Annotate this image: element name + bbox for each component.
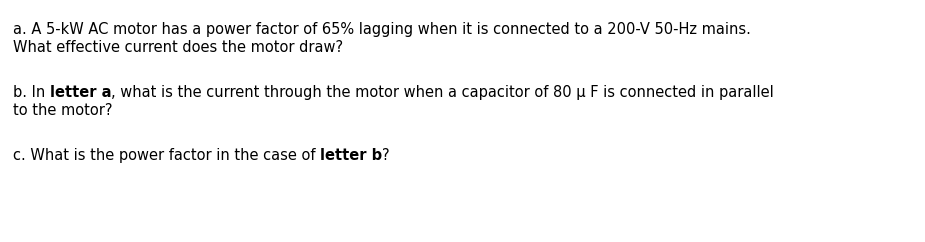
Text: b. In: b. In xyxy=(13,85,50,100)
Text: letter a: letter a xyxy=(50,85,111,100)
Text: letter b: letter b xyxy=(320,148,382,163)
Text: ?: ? xyxy=(382,148,389,163)
Text: c. What is the power factor in the case of: c. What is the power factor in the case … xyxy=(13,148,320,163)
Text: a. A 5-kW AC motor has a power factor of 65% lagging when it is connected to a 2: a. A 5-kW AC motor has a power factor of… xyxy=(13,22,751,37)
Text: to the motor?: to the motor? xyxy=(13,103,113,118)
Text: , what is the current through the motor when a capacitor of 80 μ F is connected : , what is the current through the motor … xyxy=(111,85,774,100)
Text: What effective current does the motor draw?: What effective current does the motor dr… xyxy=(13,40,343,55)
